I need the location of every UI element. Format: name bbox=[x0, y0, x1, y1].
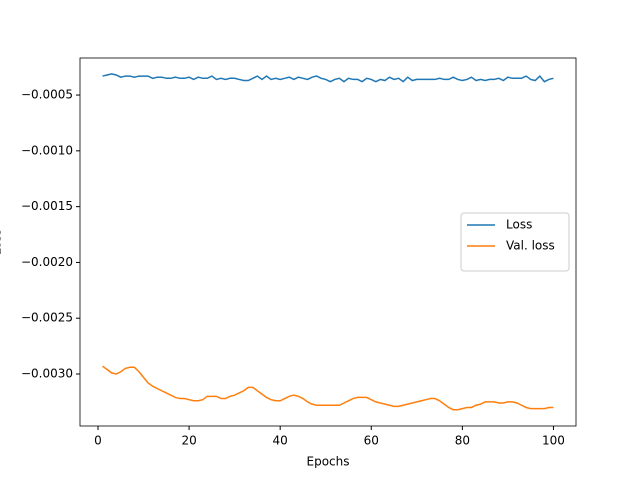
y-tick-label: −0.0030 bbox=[21, 367, 73, 381]
line-series bbox=[102, 73, 554, 83]
x-tick-label: 20 bbox=[181, 434, 196, 448]
x-tick-label: 0 bbox=[94, 434, 102, 448]
x-tick-label: 60 bbox=[364, 434, 379, 448]
y-tick-label: −0.0010 bbox=[21, 143, 73, 157]
line-series bbox=[102, 365, 554, 411]
axes-frame bbox=[79, 57, 577, 427]
x-axis-label: Epochs bbox=[307, 455, 350, 469]
x-tick-label: 80 bbox=[455, 434, 470, 448]
legend-label: Loss bbox=[506, 218, 532, 232]
x-tick-label: 40 bbox=[273, 434, 288, 448]
y-axis-label: Loss bbox=[0, 229, 4, 255]
legend-label: Val. loss bbox=[506, 239, 555, 253]
legend-box bbox=[460, 212, 570, 272]
y-tick-label: −0.0005 bbox=[21, 88, 73, 102]
x-tick-label: 100 bbox=[542, 434, 565, 448]
y-tick-label: −0.0025 bbox=[21, 311, 73, 325]
y-tick-label: −0.0015 bbox=[21, 199, 73, 213]
y-tick-label: −0.0020 bbox=[21, 255, 73, 269]
